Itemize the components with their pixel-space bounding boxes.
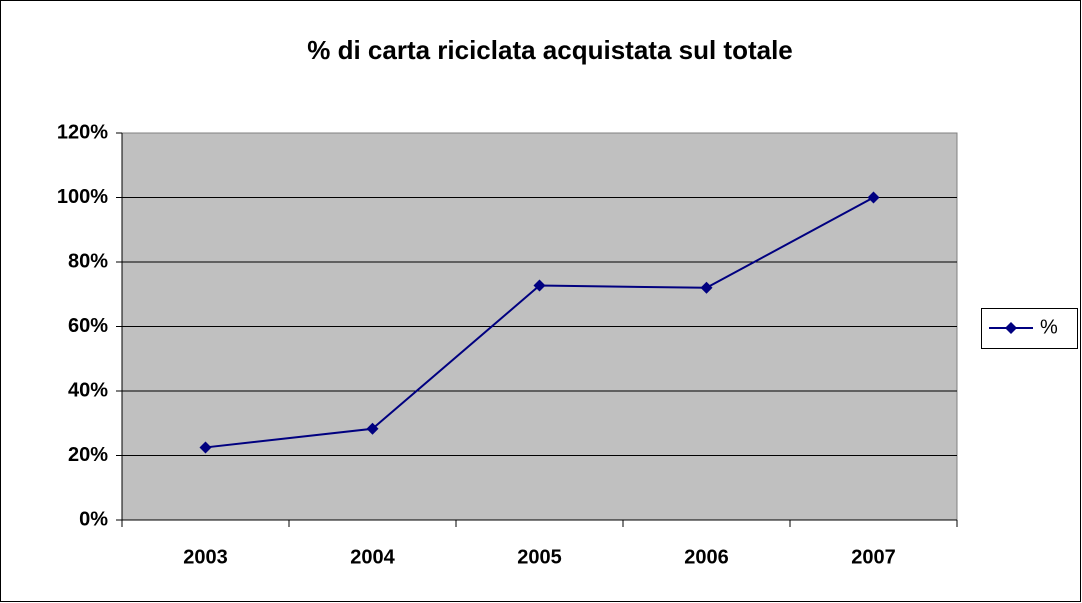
y-tick-label: 100% bbox=[57, 186, 108, 208]
data-point bbox=[533, 279, 546, 292]
y-tick-label: 40% bbox=[68, 379, 108, 401]
legend-label: % bbox=[1040, 316, 1058, 338]
y-tick-label: 60% bbox=[68, 315, 108, 337]
x-tick-label: 2003 bbox=[183, 546, 228, 568]
chart-title: % di carta riciclata acquistata sul tota… bbox=[307, 35, 793, 65]
x-tick-label: 2007 bbox=[851, 546, 896, 568]
x-tick-label: 2005 bbox=[517, 546, 562, 568]
x-tick-label: 2006 bbox=[684, 546, 729, 568]
data-point bbox=[366, 422, 379, 435]
x-tick-label: 2004 bbox=[350, 546, 395, 568]
legend-marker bbox=[1005, 322, 1017, 334]
y-tick-label: 20% bbox=[68, 444, 108, 466]
data-point bbox=[867, 191, 880, 204]
data-point bbox=[199, 441, 212, 454]
y-tick-label: 120% bbox=[57, 121, 108, 143]
y-tick-label: 0% bbox=[79, 508, 108, 530]
y-tick-label: 80% bbox=[68, 250, 108, 272]
data-point bbox=[700, 281, 713, 294]
